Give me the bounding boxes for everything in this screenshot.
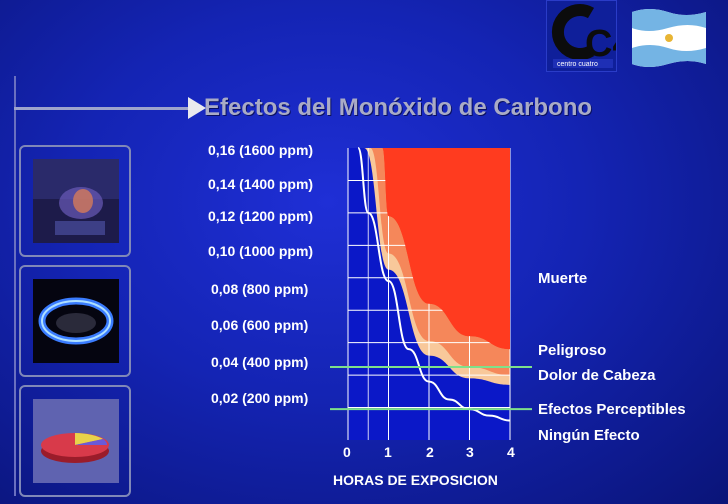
- zone-label-dolor: Dolor de Cabeza: [538, 367, 656, 384]
- y-tick-label: 0,04 (400 ppm): [211, 354, 309, 370]
- zone-label-perceptibles: Efectos Perceptibles: [538, 401, 686, 418]
- y-tick-label: 0,08 (800 ppm): [211, 281, 309, 297]
- x-tick-label: 0: [343, 444, 351, 460]
- thumbnail-burner: [19, 265, 131, 377]
- thumbnail-pie: [19, 385, 131, 497]
- zone-muerte-area: [382, 148, 510, 350]
- y-tick-label: 0,02 (200 ppm): [211, 390, 309, 406]
- side-divider: [14, 76, 16, 496]
- gas-flame-photo-icon: [33, 159, 119, 243]
- y-tick-label: 0,14 (1400 ppm): [208, 176, 314, 192]
- x-tick-label: 2: [426, 444, 434, 460]
- title-arrow-line: [14, 107, 192, 110]
- x-tick-label: 3: [466, 444, 474, 460]
- logo-text: centro cuatro: [557, 61, 598, 68]
- y-tick-label: 0,10 (1000 ppm): [208, 243, 314, 259]
- x-tick-label: 4: [507, 444, 515, 460]
- y-tick-label: 0,16 (1600 ppm): [208, 142, 314, 158]
- limit-curve: [357, 147, 511, 422]
- zone-label-muerte: Muerte: [538, 270, 588, 287]
- argentina-flag-icon: [628, 6, 710, 68]
- gas-burner-ring-photo-icon: [33, 279, 119, 363]
- pie-chart-thumbnail-icon: [33, 399, 119, 483]
- zone-label-peligroso: Peligroso: [538, 342, 607, 359]
- arrow-right-icon: [188, 97, 206, 119]
- x-axis-title: HORAS DE EXPOSICION: [333, 472, 498, 488]
- x-tick-label: 1: [384, 444, 392, 460]
- thumbnail-flame: [19, 145, 131, 257]
- zone-label-ningun-efecto: Ningún Efecto: [538, 427, 640, 444]
- y-tick-label: 0,12 (1200 ppm): [208, 208, 314, 224]
- page-title: Efectos del Monóxido de Carbono: [204, 94, 593, 121]
- y-tick-label: 0,06 (600 ppm): [211, 317, 309, 333]
